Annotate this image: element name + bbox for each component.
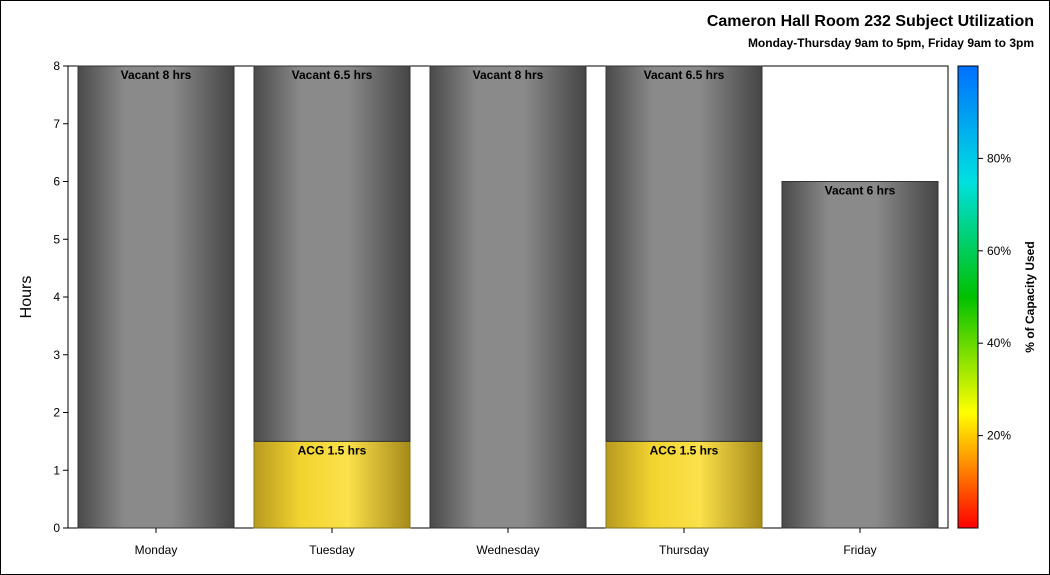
y-tick-label: 3 — [53, 348, 60, 362]
y-tick-label: 4 — [53, 290, 60, 304]
y-tick-label: 6 — [53, 175, 60, 189]
chart-subtitle: Monday-Thursday 9am to 5pm, Friday 9am t… — [747, 36, 1034, 50]
y-tick-label: 2 — [53, 406, 60, 420]
bar-data-label: Vacant 8 hrs — [121, 68, 192, 82]
x-tick-label: Wednesday — [476, 543, 539, 557]
bar-segment — [253, 65, 411, 442]
y-tick-label: 1 — [53, 463, 60, 477]
bar-data-label: Vacant 8 hrs — [473, 68, 544, 82]
bar-segment — [429, 65, 587, 529]
x-tick-label: Friday — [843, 543, 876, 557]
colorbar-tick-label: 20% — [987, 429, 1011, 443]
bar-data-label: Vacant 6.5 hrs — [292, 68, 373, 82]
bar-data-label: Vacant 6.5 hrs — [644, 68, 725, 82]
y-tick-label: 8 — [53, 59, 60, 73]
chart-title: Cameron Hall Room 232 Subject Utilizatio… — [706, 13, 1034, 30]
bar-segment — [77, 65, 235, 529]
bar-segment — [605, 440, 763, 529]
bar-segment — [605, 65, 763, 442]
bar-data-label: Vacant 6 hrs — [825, 184, 896, 198]
bar-data-label: ACG 1.5 hrs — [650, 443, 719, 457]
colorbar-tick-label: 60% — [987, 244, 1011, 258]
x-tick-label: Tuesday — [309, 543, 355, 557]
colorbar-tick-label: 80% — [987, 151, 1011, 165]
colorbar — [957, 65, 979, 529]
y-tick-label: 0 — [53, 521, 60, 535]
colorbar-tick-label: 40% — [987, 336, 1011, 350]
y-tick-label: 5 — [53, 232, 60, 246]
x-tick-label: Monday — [135, 543, 178, 557]
bar-data-label: ACG 1.5 hrs — [298, 443, 367, 457]
bar-segment — [781, 181, 939, 529]
x-tick-label: Thursday — [659, 543, 709, 557]
y-tick-label: 7 — [53, 117, 60, 131]
